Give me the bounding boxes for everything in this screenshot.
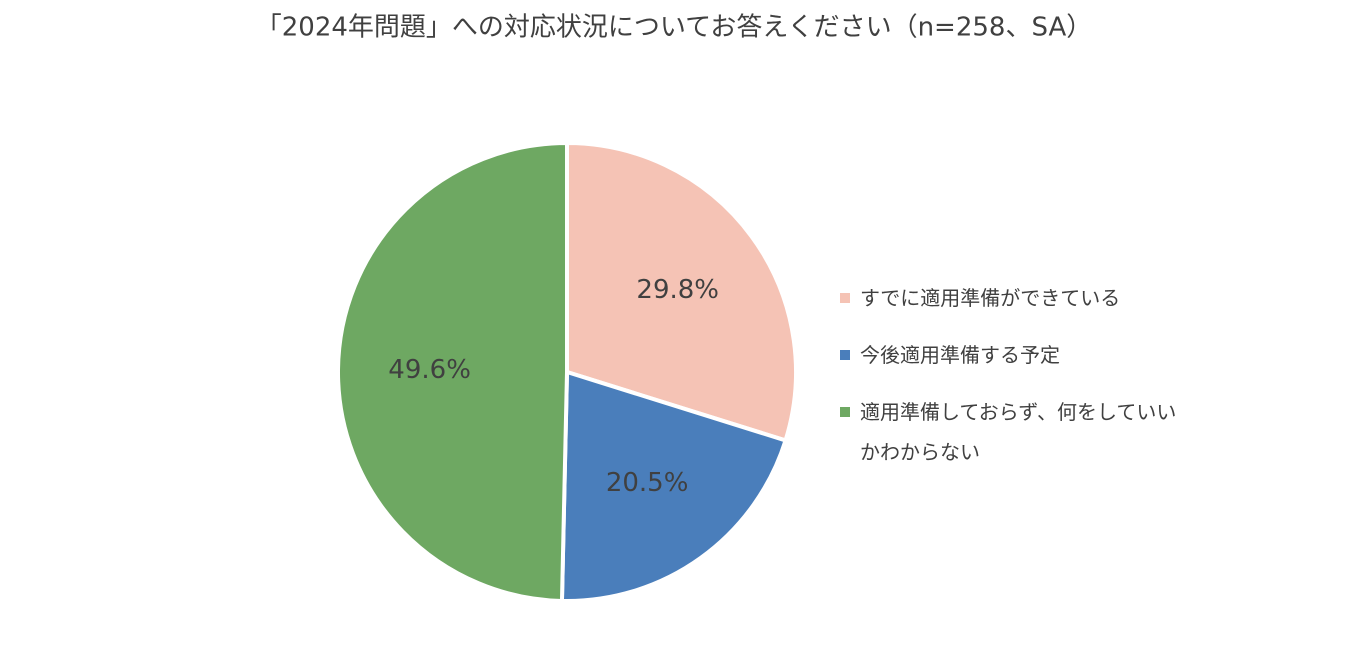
- legend-swatch: [840, 407, 850, 417]
- pie-slice: [336, 140, 569, 603]
- legend-label: 適用準備しておらず、何をしていいかわからない: [860, 400, 1177, 464]
- chart-title: 「2024年問題」への対応状況についてお答えください（n=258、SA）: [256, 13, 1093, 43]
- data-label: 20.5%: [606, 468, 689, 498]
- legend-label: 今後適用準備する予定: [860, 343, 1060, 367]
- legend-item: 適用準備しておらず、何をしていいかわからない: [840, 392, 1195, 472]
- legend: すでに適用準備ができている 今後適用準備する予定適用準備しておらず、何をしていいか…: [840, 278, 1195, 489]
- pie-slice: [565, 140, 798, 443]
- legend-swatch: [840, 293, 850, 303]
- legend-swatch: [840, 350, 850, 360]
- pie-slice: [559, 369, 789, 603]
- legend-item: 今後適用準備する予定: [840, 335, 1195, 375]
- data-label: 49.6%: [388, 355, 471, 385]
- legend-label: すでに適用準備ができている: [860, 286, 1121, 310]
- legend-item: すでに適用準備ができている: [840, 278, 1195, 318]
- data-label: 29.8%: [636, 275, 719, 305]
